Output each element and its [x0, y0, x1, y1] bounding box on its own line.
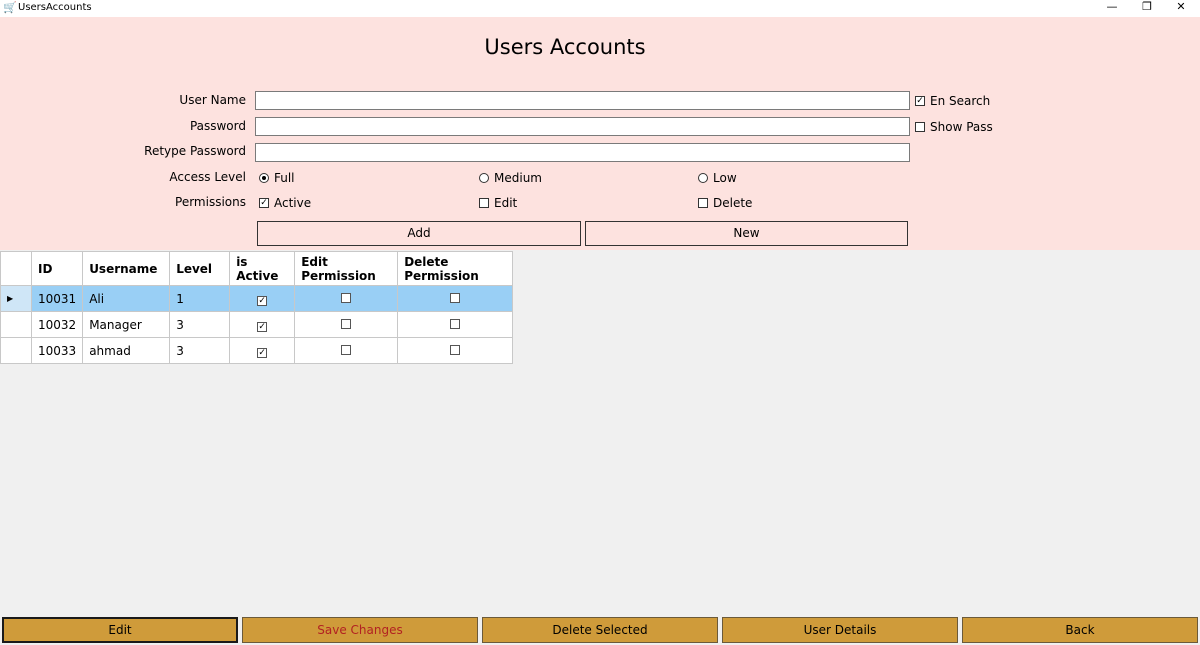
page-title: Users Accounts [484, 35, 646, 59]
cell-delete[interactable] [397, 337, 514, 364]
column-header[interactable]: is Active [229, 251, 296, 286]
column-header[interactable]: Delete Permission [397, 251, 514, 286]
radio-low[interactable]: Low [698, 171, 737, 185]
username-input[interactable] [255, 91, 910, 110]
cell-edit[interactable] [294, 337, 399, 364]
new-button[interactable]: New [585, 221, 908, 246]
radio-medium[interactable]: Medium [479, 171, 542, 185]
delete-checkbox[interactable]: Delete [698, 196, 752, 210]
cell-edit[interactable] [294, 311, 399, 338]
row-header[interactable] [0, 311, 32, 338]
edit-button[interactable]: Edit [2, 617, 238, 643]
column-header[interactable]: Level [169, 251, 231, 286]
column-header[interactable]: Username [82, 251, 171, 286]
cell-delete[interactable] [397, 285, 514, 312]
grid-header: ID Username Level is Active Edit Permiss… [0, 251, 514, 286]
table-row[interactable]: ▶ 10031 Ali 1 ✓ [0, 285, 514, 312]
retype-password-input[interactable] [255, 143, 910, 162]
permissions-label: Permissions [175, 195, 246, 209]
retype-password-label: Retype Password [144, 144, 246, 158]
show-pass-checkbox[interactable]: Show Pass [915, 120, 993, 134]
username-label: User Name [179, 93, 246, 107]
row-header-corner [0, 251, 32, 286]
cell-id[interactable]: 10033 [30, 337, 84, 364]
radio-full[interactable]: Full [259, 171, 295, 185]
cell-username[interactable]: ahmad [82, 337, 171, 364]
cell-id[interactable]: 10032 [30, 311, 84, 338]
password-input[interactable] [255, 117, 910, 136]
add-button[interactable]: Add [257, 221, 581, 246]
title-bar: 🛒 UsersAccounts — ❐ ✕ [0, 0, 1200, 17]
cell-username[interactable]: Manager [82, 311, 171, 338]
save-changes-button[interactable]: Save Changes [242, 617, 478, 643]
cell-level[interactable]: 3 [169, 337, 231, 364]
restore-button[interactable]: ❐ [1142, 0, 1152, 13]
delete-selected-button[interactable]: Delete Selected [482, 617, 718, 643]
cell-delete[interactable] [397, 311, 514, 338]
row-header[interactable] [0, 337, 32, 364]
cell-id[interactable]: 10031 [30, 285, 84, 312]
en-search-checkbox[interactable]: ✓ En Search [915, 94, 991, 108]
user-details-button[interactable]: User Details [722, 617, 958, 643]
cell-active[interactable]: ✓ [229, 311, 296, 338]
cell-active[interactable]: ✓ [229, 285, 296, 312]
form-panel: Users Accounts User Name Password Retype… [0, 17, 1200, 250]
close-button[interactable]: ✕ [1176, 0, 1186, 13]
column-header[interactable]: ID [30, 251, 84, 286]
active-checkbox[interactable]: ✓ Active [259, 196, 312, 210]
cell-active[interactable]: ✓ [229, 337, 296, 364]
cell-level[interactable]: 1 [169, 285, 231, 312]
users-grid: ID Username Level is Active Edit Permiss… [0, 251, 514, 364]
table-row[interactable]: 10032 Manager 3 ✓ [0, 311, 514, 338]
password-label: Password [189, 119, 246, 133]
row-selector-icon[interactable]: ▶ [0, 285, 32, 312]
cell-edit[interactable] [294, 285, 399, 312]
edit-checkbox[interactable]: Edit [479, 196, 517, 210]
cell-level[interactable]: 3 [169, 311, 231, 338]
back-button[interactable]: Back [962, 617, 1198, 643]
cart-icon: 🛒 [3, 1, 17, 14]
column-header[interactable]: Edit Permission [294, 251, 399, 286]
minimize-button[interactable]: — [1106, 0, 1118, 13]
access-level-label: Access Level [169, 170, 246, 184]
window-title: UsersAccounts [18, 2, 92, 13]
table-row[interactable]: 10033 ahmad 3 ✓ [0, 337, 514, 364]
cell-username[interactable]: Ali [82, 285, 171, 312]
